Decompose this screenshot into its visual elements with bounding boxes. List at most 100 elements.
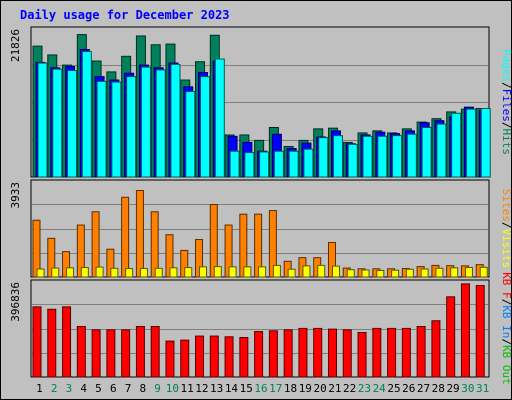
legend-visits-sites: Sites/Visits bbox=[500, 189, 512, 269]
bar-kb-f-day-28 bbox=[431, 320, 441, 378]
legend-entry-hits: Hits bbox=[500, 129, 512, 156]
bar-pages-day-16 bbox=[259, 151, 270, 178]
bar-pages-day-7 bbox=[126, 76, 137, 178]
bar-kb-f-day-19 bbox=[298, 327, 308, 378]
day-label-3: 3 bbox=[66, 382, 73, 395]
day-label-22: 22 bbox=[343, 382, 356, 395]
bar-pages-day-14 bbox=[229, 150, 240, 178]
day-label-12: 12 bbox=[195, 382, 208, 395]
bar-kb-f-day-24 bbox=[372, 327, 382, 378]
bar-pages-day-23 bbox=[362, 135, 373, 178]
bar-pages-day-8 bbox=[140, 66, 151, 178]
bar-kb-f-day-17 bbox=[268, 330, 278, 378]
bar-kb-f-day-26 bbox=[401, 327, 411, 378]
bar-kb-f-day-25 bbox=[387, 327, 397, 378]
day-label-28: 28 bbox=[432, 382, 445, 395]
bar-pages-day-9 bbox=[155, 69, 166, 178]
bar-kb-f-day-20 bbox=[313, 327, 323, 378]
bar-visits-day-23 bbox=[361, 269, 370, 278]
legend-separator: / bbox=[500, 299, 512, 306]
day-label-5: 5 bbox=[95, 382, 102, 395]
bar-pages-day-17 bbox=[273, 150, 284, 178]
day-label-13: 13 bbox=[210, 382, 223, 395]
bar-pages-day-24 bbox=[377, 135, 388, 178]
bar-visits-day-10 bbox=[169, 267, 178, 278]
legend-entry-kb-out: KB Out bbox=[500, 345, 512, 385]
day-label-24: 24 bbox=[373, 382, 387, 395]
bar-pages-day-10 bbox=[170, 63, 181, 178]
bar-kb-f-day-11 bbox=[180, 339, 190, 378]
bar-kb-f-day-1 bbox=[32, 306, 42, 378]
bar-pages-day-12 bbox=[200, 76, 211, 178]
bar-visits-day-5 bbox=[95, 266, 104, 278]
bar-visits-day-19 bbox=[302, 265, 311, 278]
bar-pages-day-11 bbox=[185, 91, 196, 178]
legend-entry-sites: Sites bbox=[500, 189, 512, 222]
bar-visits-day-27 bbox=[420, 268, 429, 278]
bar-visits-day-6 bbox=[110, 267, 119, 278]
bar-kb-f-day-29 bbox=[446, 296, 456, 378]
day-label-2: 2 bbox=[51, 382, 58, 395]
bar-pages-day-19 bbox=[303, 148, 314, 178]
ymax-label-kbytes: 396836 bbox=[9, 282, 22, 322]
bar-kb-f-day-16 bbox=[254, 331, 264, 378]
day-label-31: 31 bbox=[476, 382, 489, 395]
bar-kb-f-day-21 bbox=[327, 328, 337, 378]
bar-kb-f-day-31 bbox=[475, 285, 485, 378]
bar-visits-day-12 bbox=[199, 266, 208, 278]
bar-visits-day-16 bbox=[258, 266, 267, 278]
bar-visits-day-21 bbox=[331, 265, 340, 278]
bar-visits-day-24 bbox=[376, 269, 385, 278]
bar-visits-day-15 bbox=[243, 266, 252, 278]
day-label-15: 15 bbox=[240, 382, 253, 395]
legend-separator: / bbox=[500, 82, 512, 89]
legend-entry-kb-f: KB F bbox=[500, 272, 512, 299]
chart-title: Daily usage for December 2023 bbox=[20, 8, 230, 22]
legend-separator: / bbox=[500, 338, 512, 345]
bar-visits-day-14 bbox=[228, 266, 237, 278]
day-label-30: 30 bbox=[461, 382, 474, 395]
bar-visits-day-25 bbox=[391, 269, 400, 278]
day-label-7: 7 bbox=[125, 382, 132, 395]
bar-pages-day-13 bbox=[214, 58, 225, 178]
bar-kb-f-day-12 bbox=[195, 335, 205, 378]
bar-visits-day-20 bbox=[317, 264, 326, 278]
legend-separator: / bbox=[500, 122, 512, 129]
bar-kb-f-day-14 bbox=[224, 336, 234, 378]
day-label-20: 20 bbox=[313, 382, 326, 395]
day-label-6: 6 bbox=[110, 382, 117, 395]
day-label-16: 16 bbox=[254, 382, 267, 395]
bar-visits-day-30 bbox=[464, 267, 473, 278]
day-label-14: 14 bbox=[225, 382, 239, 395]
bar-sites-day-1 bbox=[32, 219, 41, 278]
day-label-17: 17 bbox=[269, 382, 282, 395]
day-label-10: 10 bbox=[166, 382, 179, 395]
bar-kb-f-day-18 bbox=[283, 329, 293, 378]
bar-pages-day-31 bbox=[480, 108, 491, 178]
bar-kb-f-day-9 bbox=[150, 325, 160, 378]
legend-entry-files: Files bbox=[500, 89, 512, 122]
bar-visits-day-31 bbox=[479, 266, 488, 278]
bar-kb-f-day-23 bbox=[357, 331, 367, 378]
bar-kb-f-day-30 bbox=[460, 283, 470, 378]
bar-kb-f-day-5 bbox=[91, 329, 101, 378]
bar-pages-day-2 bbox=[52, 68, 63, 178]
bar-pages-day-22 bbox=[347, 143, 358, 178]
bar-visits-day-28 bbox=[435, 267, 444, 278]
bar-kb-f-day-10 bbox=[165, 340, 175, 378]
bar-pages-day-4 bbox=[81, 51, 92, 178]
day-label-8: 8 bbox=[139, 382, 146, 395]
day-label-19: 19 bbox=[299, 382, 312, 395]
day-label-29: 29 bbox=[446, 382, 459, 395]
legend-entry-kb-in: KB In bbox=[500, 305, 512, 338]
bar-visits-day-26 bbox=[405, 268, 414, 278]
day-label-4: 4 bbox=[80, 382, 87, 395]
bar-visits-day-8 bbox=[139, 268, 148, 278]
bar-kb-f-day-7 bbox=[121, 329, 131, 378]
bar-kb-f-day-6 bbox=[106, 329, 116, 378]
bar-kb-f-day-13 bbox=[209, 335, 219, 378]
legend-kbytes: KB F/KB In/KB Out bbox=[500, 272, 512, 385]
bar-visits-day-17 bbox=[272, 264, 281, 278]
bar-kb-f-day-4 bbox=[76, 325, 86, 378]
